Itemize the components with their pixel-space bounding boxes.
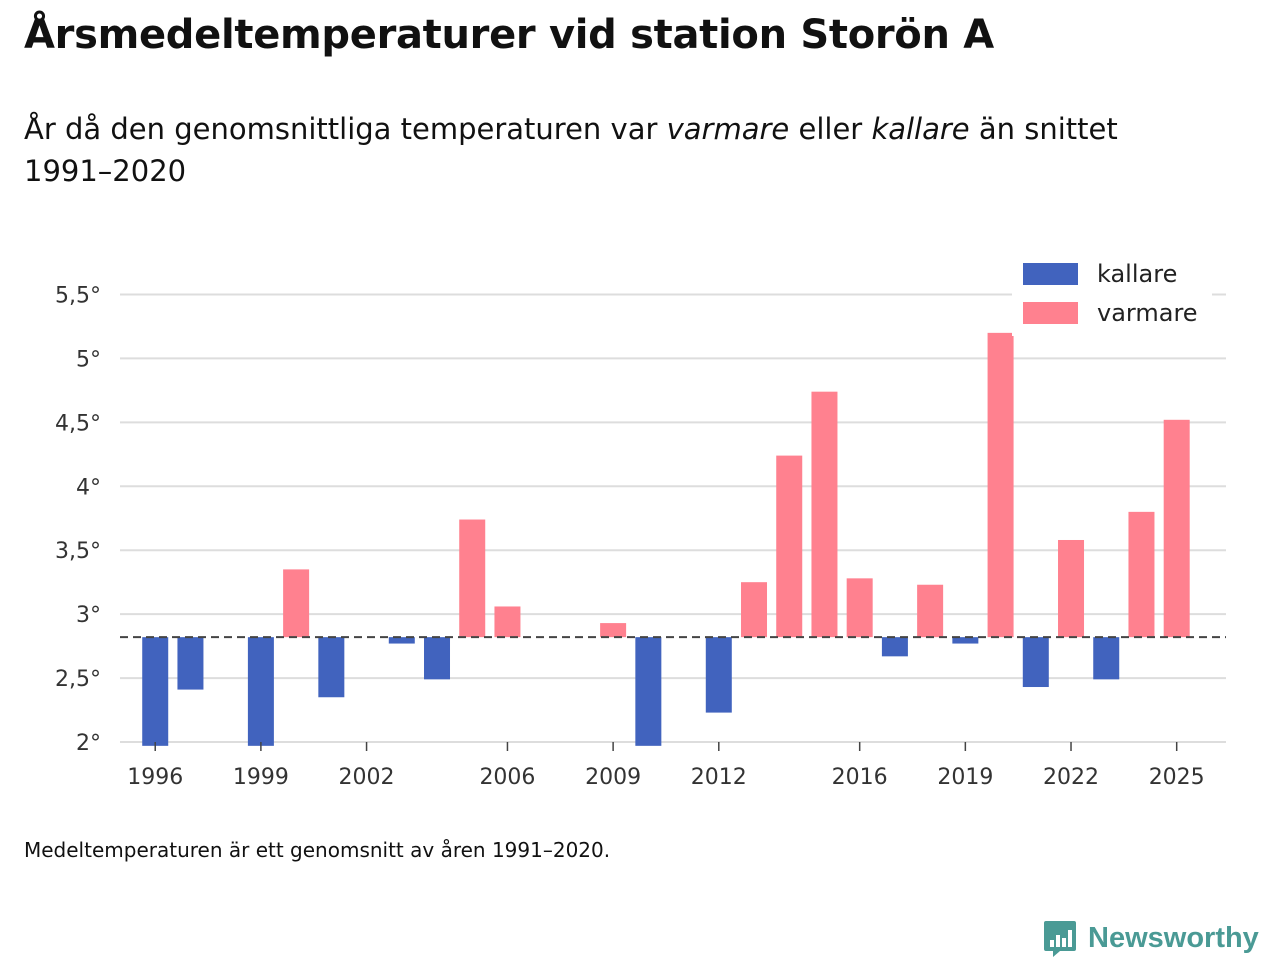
bar-varmare: [846, 578, 873, 638]
bar-varmare: [459, 519, 486, 638]
bar-kallare: [952, 637, 979, 644]
bar-varmare: [1058, 539, 1085, 638]
bar-chart: 2° 2,5° 3° 3,5° 4° 4,5° 5° 5,5° 1996 1999 2002 2006…: [55, 260, 1226, 790]
subtitle-emphasis-kallare: kallare: [871, 112, 970, 146]
bar-kallare: [177, 637, 204, 690]
bar-varmare: [283, 569, 310, 638]
y-tick-label: 4,5°: [55, 411, 101, 436]
chart-subtitle: År då den genomsnittliga temperaturen va…: [24, 108, 1204, 192]
y-tick-label: 5°: [76, 347, 101, 372]
bar-varmare: [494, 606, 521, 638]
bar-kallare: [1093, 637, 1120, 680]
y-tick-label: 2°: [76, 731, 101, 756]
legend-label-kallare: kallare: [1097, 260, 1177, 288]
footnote: Medeltemperaturen är ett genomsnitt av å…: [24, 838, 611, 862]
subtitle-text: än snittet 1991–2020: [24, 112, 1118, 188]
bar-varmare: [1128, 511, 1155, 638]
bar-kallare: [247, 637, 274, 746]
y-tick-label: 2,5°: [55, 667, 101, 692]
bar-varmare: [811, 391, 838, 638]
x-tick-label: 2025: [1149, 765, 1205, 790]
subtitle-emphasis-varmare: varmare: [666, 112, 790, 146]
bar-varmare: [776, 455, 803, 638]
x-tick-label: 2006: [479, 765, 535, 790]
subtitle-text: År då den genomsnittliga temperaturen va…: [24, 112, 667, 146]
bar-varmare: [987, 332, 1014, 638]
x-tick-label: 1999: [233, 765, 289, 790]
newsworthy-icon: [1044, 921, 1076, 957]
chart-title: Årsmedeltemperaturer vid station Storön …: [24, 12, 994, 58]
bar-kallare: [424, 637, 451, 680]
bar-varmare: [917, 584, 944, 638]
legend-swatch-kallare: [1023, 263, 1078, 285]
x-tick-label: 2012: [691, 765, 747, 790]
x-tick-label: 2019: [937, 765, 993, 790]
y-tick-label: 4°: [76, 475, 101, 500]
bar-kallare: [318, 637, 345, 698]
y-tick-label: 3,5°: [55, 539, 101, 564]
bar-kallare: [635, 637, 662, 746]
bar-kallare: [142, 637, 169, 746]
x-tick-label: 2022: [1043, 765, 1099, 790]
newsworthy-logo: Newsworthy: [1042, 916, 1259, 960]
bar-kallare: [705, 637, 732, 713]
x-tick-label: 2016: [832, 765, 888, 790]
legend-swatch-varmare: [1023, 302, 1078, 324]
bar-kallare: [881, 637, 908, 657]
x-tick-label: 2002: [339, 765, 395, 790]
bar-varmare: [600, 623, 627, 638]
bar-kallare: [388, 637, 415, 644]
brand-name: Newsworthy: [1088, 921, 1259, 954]
bar-kallare: [1022, 637, 1049, 688]
x-tick-label: 2009: [585, 765, 641, 790]
bar-varmare: [741, 582, 768, 638]
subtitle-text: eller: [789, 112, 872, 146]
y-tick-label: 5,5°: [55, 284, 101, 309]
x-tick-label: 1996: [127, 765, 183, 790]
bar-varmare: [1163, 419, 1190, 638]
y-tick-label: 3°: [76, 603, 101, 628]
legend-label-varmare: varmare: [1097, 299, 1198, 327]
